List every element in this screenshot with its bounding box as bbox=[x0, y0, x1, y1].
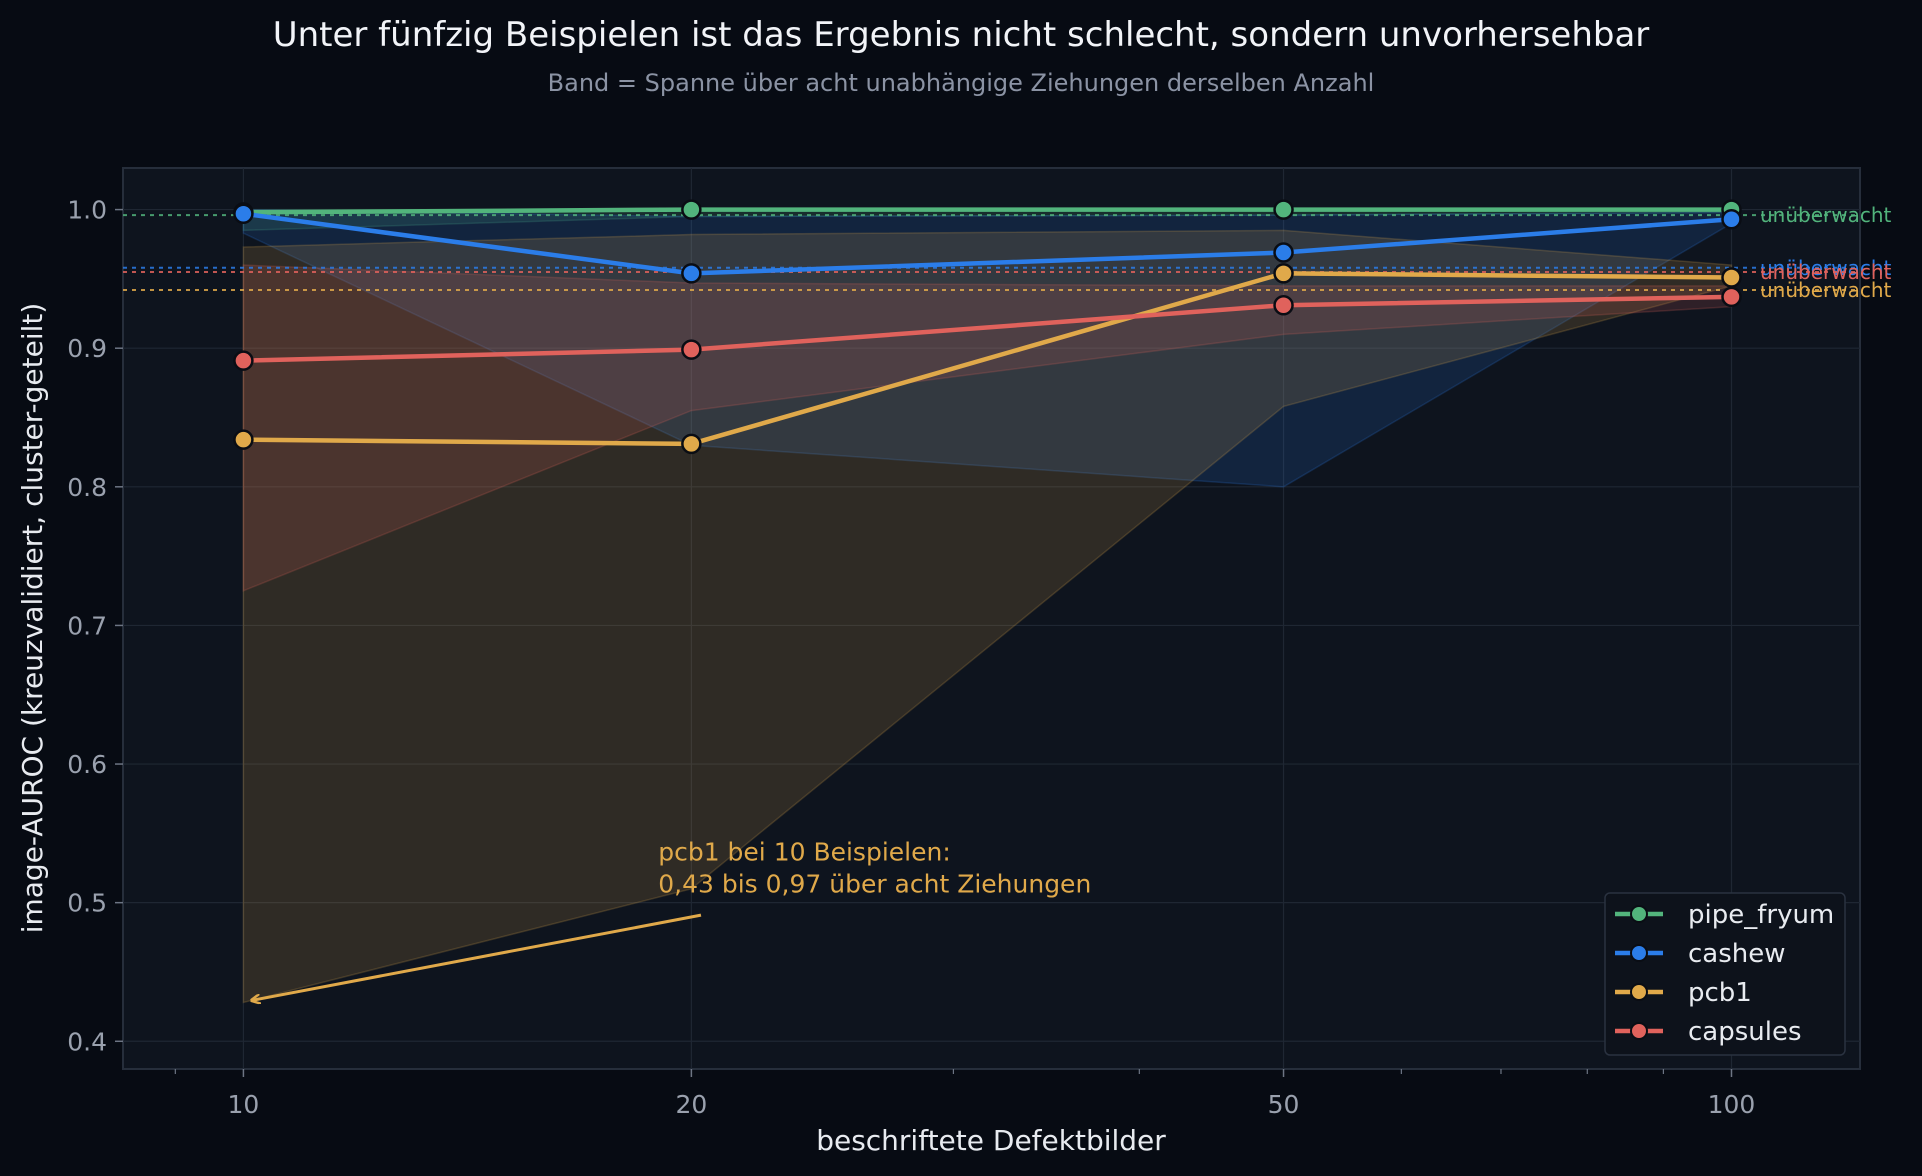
y-axis-label: image-AUROC (kreuzvalidiert, cluster-get… bbox=[16, 303, 49, 934]
chart-subtitle: Band = Spanne über acht unabhängige Zieh… bbox=[548, 69, 1375, 97]
y-tick-label: 0.4 bbox=[67, 1027, 107, 1056]
x-axis-label: beschriftete Defektbilder bbox=[816, 1124, 1166, 1157]
y-tick-label: 0.6 bbox=[67, 750, 107, 779]
unsupervised-label-pipe-fryum: unüberwacht bbox=[1760, 203, 1892, 227]
legend-label-cashew: cashew bbox=[1688, 939, 1786, 969]
legend-swatch-marker bbox=[1630, 944, 1648, 962]
plot-area bbox=[122, 167, 1861, 1070]
point-pipe-fryum bbox=[1273, 199, 1294, 220]
legend-swatch-marker bbox=[1630, 905, 1648, 923]
axis-ticks: 0.4 0.5 0.6 0.7 0.8 0.9 1.0 10 20 50 100 bbox=[67, 196, 1755, 1119]
y-tick-label: 1.0 bbox=[67, 196, 107, 225]
point-cashew bbox=[1721, 209, 1742, 230]
point-cashew bbox=[681, 263, 702, 284]
point-capsules bbox=[1273, 294, 1294, 316]
point-capsules bbox=[233, 350, 254, 371]
unsupervised-label-pcb1: unüberwacht bbox=[1760, 278, 1892, 302]
point-pcb1 bbox=[1273, 263, 1294, 284]
annotation-text: 0,43 bis 0,97 über acht Ziehungen bbox=[658, 869, 1091, 898]
x-tick-label: 100 bbox=[1708, 1090, 1756, 1119]
unsupervised-label-capsules: unüberwacht bbox=[1760, 260, 1892, 284]
x-tick-label: 10 bbox=[228, 1090, 260, 1119]
annotation: pcb1 bei 10 Beispielen: 0,43 bis 0,97 übe… bbox=[251, 837, 1091, 1000]
x-tick-label: 50 bbox=[1268, 1090, 1300, 1119]
point-pcb1 bbox=[1721, 267, 1742, 288]
y-tick-label: 0.9 bbox=[67, 334, 107, 363]
point-pcb1 bbox=[681, 433, 702, 455]
annotation-text: pcb1 bei 10 Beispielen: bbox=[658, 837, 951, 866]
point-cashew bbox=[233, 203, 254, 224]
point-capsules bbox=[681, 339, 702, 360]
y-tick-label: 0.5 bbox=[67, 889, 107, 918]
point-cashew bbox=[1273, 242, 1294, 263]
point-pipe-fryum bbox=[681, 199, 702, 220]
series-line-capsules bbox=[243, 294, 1732, 363]
series-line-cashew bbox=[243, 211, 1732, 276]
y-tick-label: 0.7 bbox=[67, 611, 107, 640]
legend-label-capsules: capsules bbox=[1688, 1017, 1802, 1047]
legend-box bbox=[1604, 892, 1846, 1056]
unsupervised-label-cashew: unüberwacht bbox=[1760, 256, 1892, 280]
legend-swatch-marker bbox=[1630, 1022, 1648, 1040]
series-line-pipe-fryum bbox=[243, 207, 1732, 215]
x-tick-label: 20 bbox=[675, 1090, 707, 1119]
chart-title: Unter fünfzig Beispielen ist das Ergebni… bbox=[273, 15, 1650, 55]
reference-lines: unüberwachtunüberwachtunüberwachtunüberw… bbox=[123, 203, 1892, 302]
annotation-arrow bbox=[251, 913, 702, 1000]
point-pcb1 bbox=[233, 429, 254, 450]
legend-label-pcb1: pcb1 bbox=[1688, 978, 1752, 1008]
legend-label-pipe-fryum: pipe_fryum bbox=[1688, 900, 1834, 930]
y-tick-label: 0.8 bbox=[67, 473, 107, 502]
point-capsules bbox=[1721, 286, 1742, 308]
series-line-pcb1 bbox=[243, 271, 1732, 447]
series-lines bbox=[233, 199, 1742, 455]
legend-swatch-marker bbox=[1630, 983, 1648, 1001]
